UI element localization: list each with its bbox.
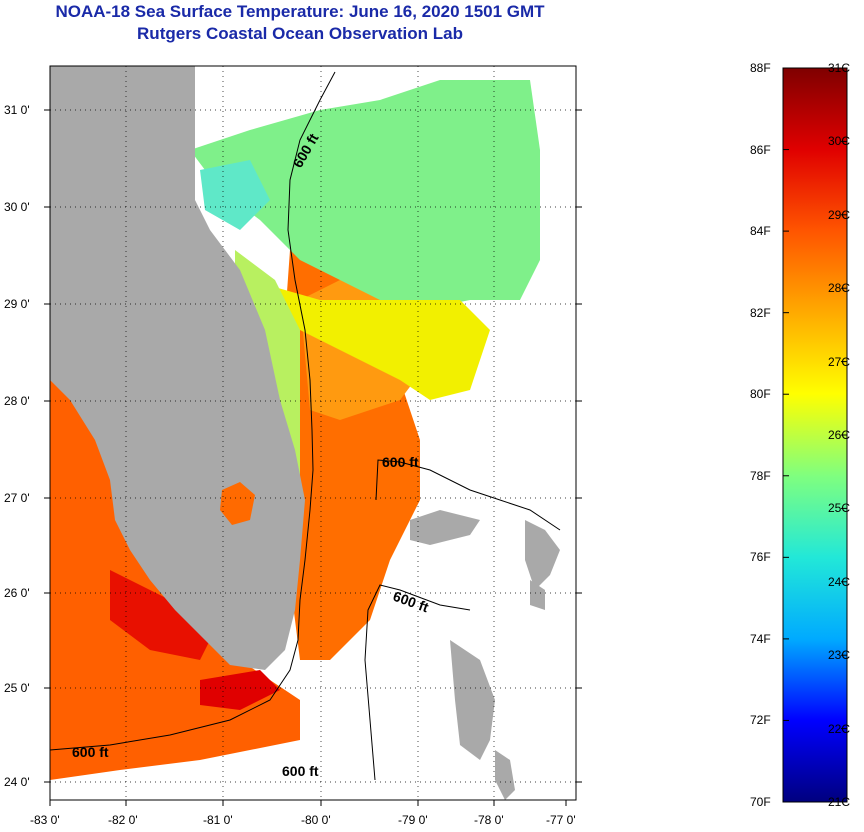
- isobath-label-blake: 600 ft: [382, 454, 419, 470]
- lat-tick-27: 27 0': [4, 491, 30, 505]
- colorbar-c-label: 29C: [828, 207, 851, 222]
- lon-tick-78: -78 0': [474, 813, 504, 827]
- sst-map: 600 ft 600 ft 600 ft 600 ft 600 ft: [4, 65, 582, 827]
- grand-bahama: [410, 510, 480, 545]
- colorbar-c-label: 31C: [828, 61, 851, 75]
- colorbar-c-label: 23C: [828, 648, 851, 663]
- colorbar-f-label: 70F: [750, 795, 771, 809]
- colorbar-c-label: 28C: [828, 281, 851, 296]
- lon-tick-82: -82 0': [108, 813, 138, 827]
- gulf-hot-patch: [110, 570, 210, 660]
- colorbar-c-label: 27C: [828, 354, 851, 369]
- andros-island: [450, 640, 495, 760]
- colorbar-f-label: 74F: [750, 631, 771, 646]
- lake-okeechobee: [220, 482, 255, 525]
- colorbar-c-label: 24C: [828, 574, 851, 589]
- lon-tick-77: -77 0': [546, 813, 576, 827]
- lat-tick-29: 29 0': [4, 297, 30, 311]
- colorbar-f-label: 86F: [750, 142, 771, 157]
- yellow-transition-band: [250, 280, 490, 400]
- lat-tick-26: 26 0': [4, 586, 30, 600]
- lat-tick-28: 28 0': [4, 394, 30, 408]
- eleuthera: [530, 580, 545, 610]
- isobath-label-south: 600 ft: [72, 744, 109, 760]
- isobath-line-florida-east: [49, 71, 336, 751]
- colorbar-f-label: 72F: [750, 713, 771, 728]
- colorbar-graphic: [782, 67, 848, 803]
- isobath-line-bahamas-bank: [364, 584, 471, 781]
- colorbar-c-label: 22C: [828, 721, 851, 736]
- lat-tick-25: 25 0': [4, 681, 30, 695]
- colorbar-bar: [782, 67, 848, 803]
- lon-tick-79: -79 0': [398, 813, 428, 827]
- northeast-cool-region: [190, 80, 540, 310]
- colorbar-c-label: 21C: [828, 795, 851, 809]
- tick-marks: [44, 109, 582, 806]
- colorbar-c-label: 25C: [828, 501, 851, 516]
- colorbar-ticks: [783, 67, 847, 803]
- colorbar-c-label: 30C: [828, 134, 851, 149]
- map-title: NOAA-18 Sea Surface Temperature: June 16…: [55, 2, 545, 21]
- map-subtitle: Rutgers Coastal Ocean Observation Lab: [137, 24, 463, 43]
- isobath-label-straits: 600 ft: [282, 763, 319, 779]
- lat-tick-30: 30 0': [4, 200, 30, 214]
- exuma-chain: [495, 750, 515, 800]
- colorbar-f-label: 76F: [750, 550, 771, 565]
- keys-hot-patch: [200, 670, 280, 710]
- colorbar-f-label: 80F: [750, 387, 771, 402]
- lon-tick-80: -80 0': [301, 813, 331, 827]
- map-frame: [49, 65, 577, 801]
- isobath-line-blake-plateau: [375, 459, 561, 531]
- lat-tick-31: 31 0': [4, 103, 30, 117]
- abaco-islands: [525, 520, 560, 590]
- colorbar-f-label: 84F: [750, 224, 771, 239]
- colorbar-f-label: 78F: [750, 468, 771, 483]
- gulf-sst-region: [50, 330, 300, 780]
- colorbar: 88F 86F 84F 82F 80F 78F 76F 74F 72F 70F 31C 30C 29C…: [720, 60, 864, 832]
- colorbar-f-label: 88F: [750, 61, 771, 75]
- cyan-patch: [200, 160, 270, 230]
- colorbar-f-label: 82F: [750, 305, 771, 320]
- colorbar-c-label: 26C: [828, 428, 851, 442]
- lon-tick-83: -83 0': [30, 813, 60, 827]
- lat-tick-24: 24 0': [4, 775, 30, 789]
- lon-tick-81: -81 0': [203, 813, 233, 827]
